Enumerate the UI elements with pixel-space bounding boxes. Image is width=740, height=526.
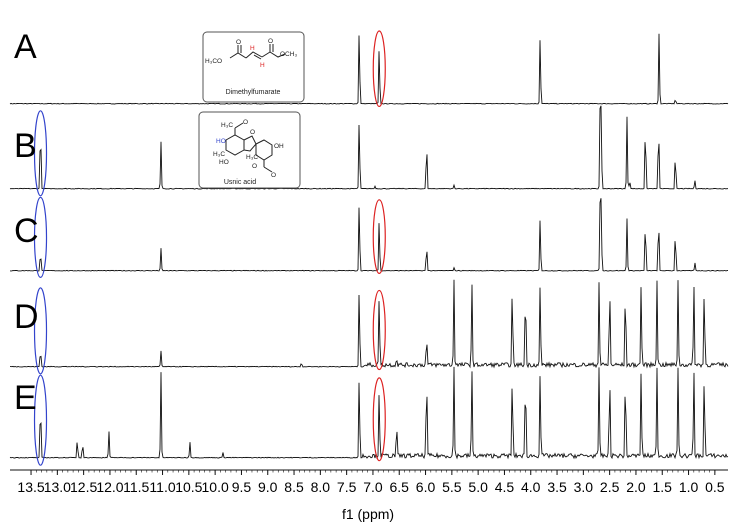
spectrum-trace-B: [9, 105, 729, 190]
panel-letter-D: D: [14, 298, 39, 336]
x-tick-label: 7.5: [337, 479, 357, 495]
x-axis: 13.5 13.0 12.5 12.0 11.5 11.0 10.5 10.0 9.5 9.0 8.…: [10, 469, 728, 495]
chem-label-h-bottom: H: [260, 62, 265, 69]
chem-label-h-top: H: [250, 45, 255, 52]
red-highlight-C: [372, 199, 386, 275]
x-tick-label: 5.0: [468, 479, 488, 495]
x-tick-label: 0.5: [705, 479, 725, 495]
spectrum-traces: [9, 33, 729, 460]
x-axis-label: f1 (ppm): [342, 506, 394, 522]
blue-highlight-B: [33, 110, 48, 197]
panel-letter-E: E: [14, 379, 37, 417]
x-tick-label: 13.0: [44, 479, 71, 495]
x-tick-label: 4.5: [495, 479, 515, 495]
x-tick-label: 11.5: [123, 479, 149, 495]
inset-dimethylfumarate: H₃CO O H H O OCH₃ Dimethylfumarate: [202, 31, 305, 103]
chem-label-ho-2: HO: [219, 159, 229, 166]
panel-letters: A B C D E: [14, 28, 39, 417]
red-highlight-D: [372, 289, 386, 371]
x-tick-label: 11.0: [149, 479, 175, 495]
x-tick-label: 8.0: [311, 479, 331, 495]
spectrum-trace-E: [9, 366, 729, 460]
spectrum-trace-D: [10, 279, 729, 369]
inset-usnic-acid: H₃C O HO O H₃C H₃C OH HO O O Usnic acid: [198, 111, 301, 189]
x-tick-label: 12.5: [70, 479, 97, 495]
x-tick-label: 3.0: [574, 479, 594, 495]
chem-label-h3c-2: H₃C: [213, 151, 225, 158]
x-tick-label: 13.5: [17, 479, 44, 495]
x-tick-label: 9.0: [258, 479, 278, 495]
chem-label-o-4: O: [250, 129, 255, 136]
chem-label-o-3: O: [243, 119, 248, 126]
x-tick-label: 1.0: [679, 479, 699, 495]
x-tick-label: 5.5: [442, 479, 462, 495]
blue-highlight-D: [33, 287, 48, 375]
chem-label-o-2: O: [268, 38, 273, 45]
x-tick-label: 10.0: [202, 479, 229, 495]
red-highlight-A: [372, 30, 386, 108]
dimethylfumarate-structure: [229, 44, 286, 60]
chem-label-o-5: O: [252, 163, 257, 170]
x-tick-label: 7.0: [363, 479, 383, 495]
x-tick-label: 9.5: [232, 479, 252, 495]
x-tick-label: 4.0: [521, 479, 541, 495]
inset-caption-dimethylfumarate: Dimethylfumarate: [226, 89, 281, 96]
chem-label-o-6: O: [271, 172, 276, 179]
highlight-markers: [33, 30, 386, 466]
x-tick-label: 8.5: [284, 479, 304, 495]
x-tick-label: 12.0: [96, 479, 123, 495]
x-tick-label: 6.0: [416, 479, 436, 495]
chem-label-ch3: H₃C: [246, 154, 258, 161]
chem-label-och3: OCH₃: [280, 51, 297, 58]
blue-highlight-E: [33, 374, 48, 466]
panel-letter-B: B: [14, 127, 37, 165]
blue-highlight-C: [33, 196, 48, 278]
x-tick-label: 10.5: [175, 479, 202, 495]
chem-label-o-1: O: [236, 39, 241, 46]
chem-label-h3c-1: H₃C: [221, 122, 233, 129]
x-tick-label: 3.5: [547, 479, 567, 495]
x-tick-label: 6.5: [390, 479, 410, 495]
chem-label-ho-blue: HO: [216, 138, 226, 145]
x-tick-label: 2.0: [626, 479, 646, 495]
chem-label-h3co: H₃CO: [205, 58, 222, 65]
usnic-acid-structure: [225, 122, 273, 173]
spectrum-trace-C: [10, 198, 729, 272]
x-tick-label: 1.5: [653, 479, 673, 495]
spectrum-trace-A: [9, 33, 729, 105]
x-tick-label: 2.5: [600, 479, 620, 495]
panel-letter-C: C: [14, 212, 39, 250]
red-highlight-E: [372, 377, 386, 462]
chem-label-oh: OH: [274, 143, 284, 150]
inset-caption-usnic-acid: Usnic acid: [224, 179, 256, 186]
panel-letter-A: A: [14, 28, 37, 66]
